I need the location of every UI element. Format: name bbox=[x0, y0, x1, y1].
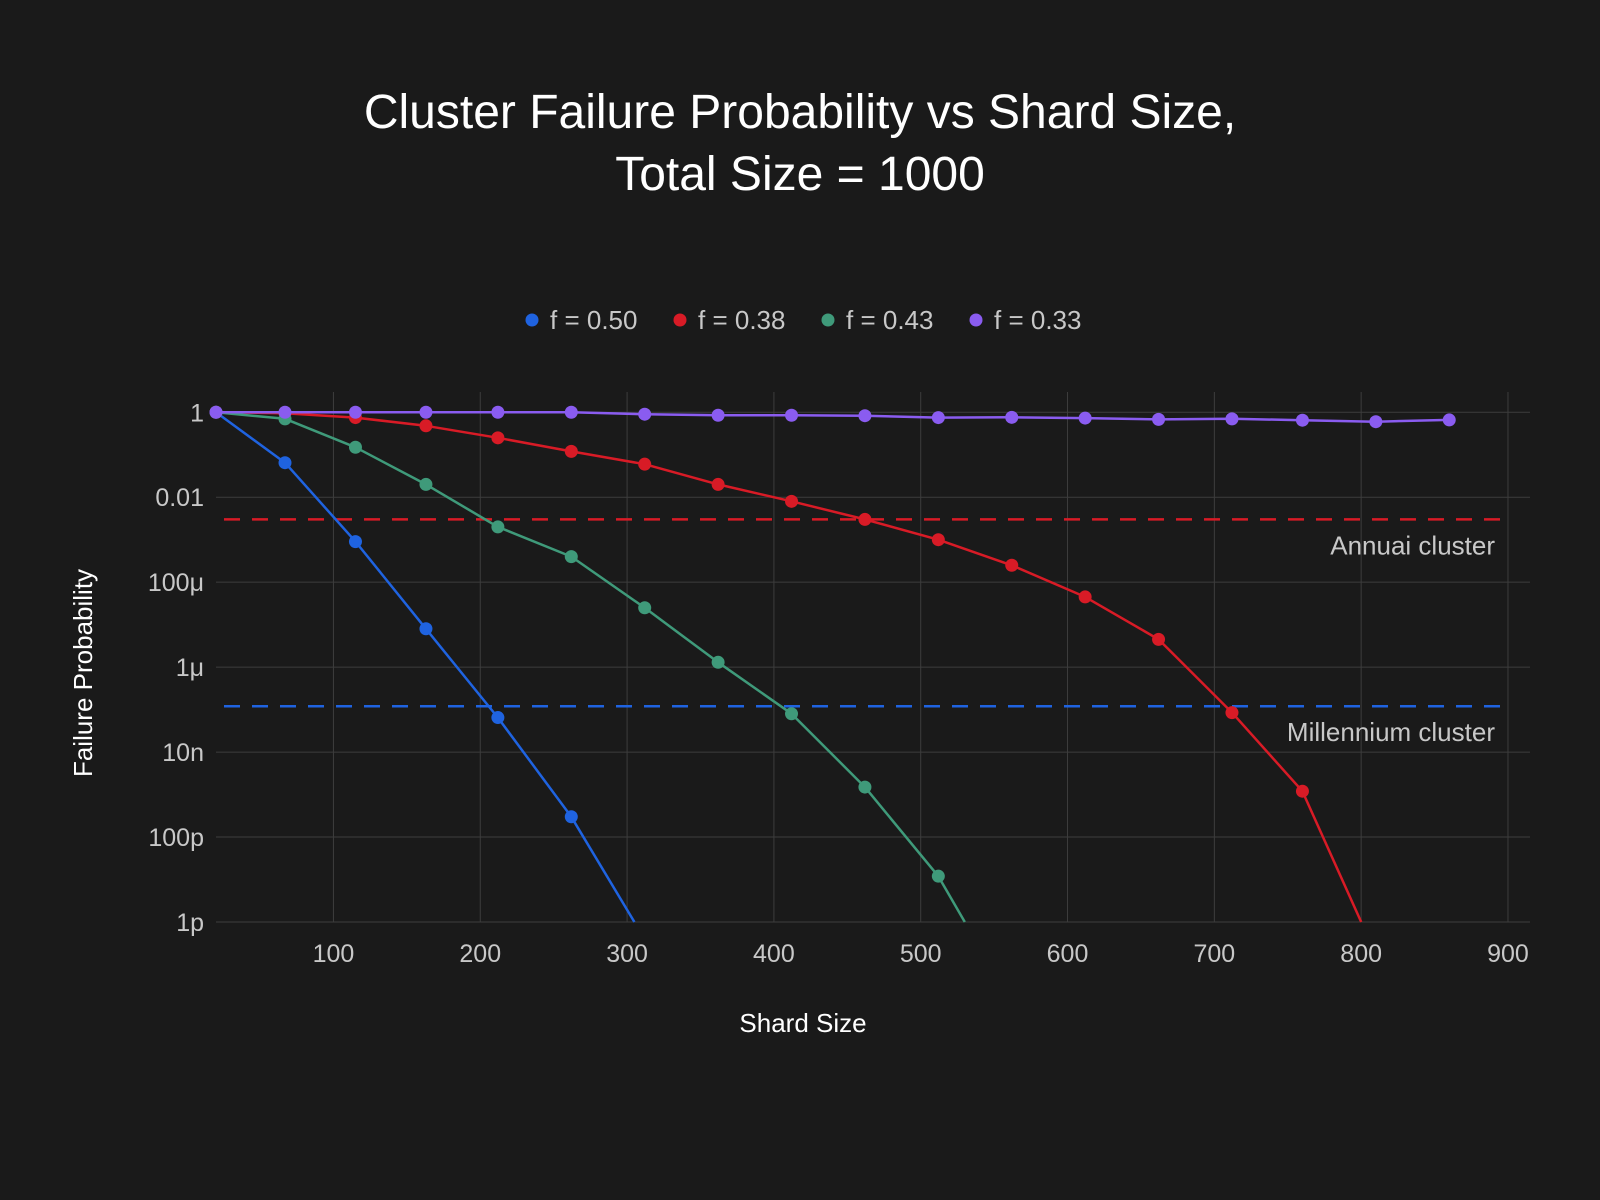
chart-title-line1: Cluster Failure Probability vs Shard Siz… bbox=[364, 86, 1236, 139]
data-point bbox=[1295, 413, 1309, 427]
data-point bbox=[785, 408, 799, 422]
x-tick-label: 100 bbox=[313, 940, 355, 968]
data-point bbox=[1369, 415, 1383, 429]
y-tick-label: 1 bbox=[190, 399, 204, 427]
data-point bbox=[1005, 558, 1019, 572]
y-tick-label: 100p bbox=[148, 824, 204, 852]
data-point bbox=[931, 411, 945, 425]
legend-label: f = 0.33 bbox=[994, 305, 1081, 335]
legend-item: f = 0.50 bbox=[525, 305, 637, 335]
data-point bbox=[638, 601, 652, 615]
x-tick-label: 300 bbox=[606, 940, 648, 968]
x-axis-label: Shard Size bbox=[739, 1008, 866, 1038]
data-point bbox=[711, 408, 725, 422]
data-point bbox=[564, 550, 578, 564]
data-point bbox=[1078, 411, 1092, 425]
legend-label: f = 0.43 bbox=[846, 305, 933, 335]
x-tick-label: 200 bbox=[459, 940, 501, 968]
data-point bbox=[278, 405, 292, 419]
data-point bbox=[1152, 632, 1166, 646]
data-point bbox=[419, 622, 433, 636]
data-point bbox=[858, 409, 872, 423]
data-point bbox=[348, 440, 362, 454]
legend: f = 0.50 f = 0.38 f = 0.43 f = 0.33 bbox=[525, 305, 1081, 335]
series-f033 bbox=[209, 405, 1456, 429]
data-point bbox=[419, 477, 433, 491]
data-point bbox=[564, 810, 578, 824]
series-line bbox=[216, 411, 1450, 423]
series-line bbox=[215, 411, 966, 923]
data-point bbox=[1225, 412, 1239, 426]
y-tick-label: 100μ bbox=[148, 569, 204, 597]
data-point bbox=[1225, 706, 1239, 720]
data-point bbox=[638, 407, 652, 421]
data-point bbox=[564, 405, 578, 419]
x-axis-ticks: 100 200 300 400 500 600 700 800 900 bbox=[313, 940, 1529, 968]
legend-marker bbox=[969, 313, 983, 327]
data-point bbox=[858, 780, 872, 794]
chart-title-line2: Total Size = 1000 bbox=[615, 148, 985, 201]
data-point bbox=[491, 711, 505, 725]
data-point bbox=[785, 707, 799, 721]
data-point bbox=[785, 494, 799, 508]
data-point bbox=[491, 405, 505, 419]
data-point bbox=[711, 477, 725, 491]
data-point bbox=[419, 419, 433, 433]
y-axis-ticks: 1 0.01 100μ 1μ 10n 100p 1p bbox=[148, 399, 204, 937]
data-point bbox=[931, 869, 945, 883]
data-point bbox=[1442, 413, 1456, 427]
x-tick-label: 800 bbox=[1340, 940, 1382, 968]
y-tick-label: 0.01 bbox=[155, 484, 204, 512]
data-point bbox=[858, 512, 872, 526]
legend-marker bbox=[821, 313, 835, 327]
legend-label: f = 0.38 bbox=[698, 305, 785, 335]
data-point bbox=[1295, 784, 1309, 798]
y-tick-label: 1μ bbox=[176, 654, 204, 682]
legend-item: f = 0.33 bbox=[969, 305, 1081, 335]
data-point bbox=[638, 457, 652, 471]
data-point bbox=[209, 405, 223, 419]
data-point bbox=[278, 456, 292, 470]
data-point bbox=[1152, 412, 1166, 426]
data-point bbox=[348, 405, 362, 419]
data-point bbox=[564, 444, 578, 458]
legend-marker bbox=[673, 313, 687, 327]
data-point bbox=[711, 655, 725, 669]
reference-lines: Annuai cluster Millennium cluster bbox=[224, 518, 1500, 747]
data-point bbox=[419, 405, 433, 419]
x-tick-label: 600 bbox=[1047, 940, 1089, 968]
data-point bbox=[1005, 410, 1019, 424]
y-axis-label: Failure Probability bbox=[68, 569, 98, 777]
legend-marker bbox=[525, 313, 539, 327]
x-tick-label: 900 bbox=[1487, 940, 1529, 968]
data-point bbox=[491, 520, 505, 534]
legend-label: f = 0.50 bbox=[550, 305, 637, 335]
data-point bbox=[931, 533, 945, 547]
y-tick-label: 1p bbox=[176, 909, 204, 937]
legend-item: f = 0.38 bbox=[673, 305, 785, 335]
legend-item: f = 0.43 bbox=[821, 305, 933, 335]
data-point bbox=[348, 535, 362, 549]
data-point bbox=[1078, 590, 1092, 604]
data-point bbox=[491, 431, 505, 445]
reference-line-label: Annuai cluster bbox=[1330, 530, 1495, 560]
x-tick-label: 500 bbox=[900, 940, 942, 968]
reference-line-label: Millennium cluster bbox=[1287, 717, 1495, 747]
plot-area bbox=[209, 405, 1456, 923]
grid bbox=[216, 392, 1530, 923]
x-tick-label: 400 bbox=[753, 940, 795, 968]
y-tick-label: 10n bbox=[162, 739, 204, 767]
x-tick-label: 700 bbox=[1193, 940, 1235, 968]
